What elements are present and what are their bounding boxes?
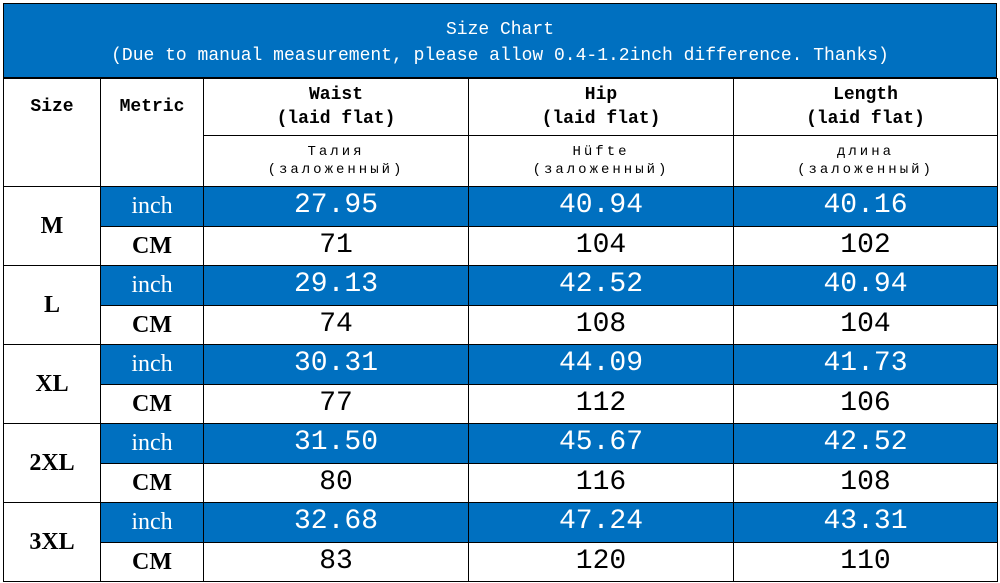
value-cell: 108 <box>733 462 998 503</box>
value-cell: 80 <box>203 462 469 503</box>
data-row: 2XL inch 31.50 45.67 42.52 <box>3 423 998 503</box>
data-row: CM 80 116 108 <box>4 462 998 503</box>
local-name: Hüfte <box>572 144 630 160</box>
value-cell: 102 <box>733 225 998 266</box>
size-header: Size <box>3 78 101 187</box>
value-cell: 74 <box>203 304 469 345</box>
metric-label: inch <box>100 265 204 306</box>
metric-label: inch <box>100 502 204 543</box>
value-cell: 42.52 <box>733 423 998 464</box>
measure-note: (laid flat) <box>276 109 396 129</box>
local-note: (заложенный) <box>797 162 934 178</box>
value-cell: 47.24 <box>468 502 734 543</box>
value-cell: 104 <box>468 225 734 266</box>
measure-name: Waist <box>308 85 363 105</box>
value-cell: 27.95 <box>203 186 469 227</box>
measure-header: Hip (laid flat) <box>468 78 734 136</box>
value-cell: 45.67 <box>468 423 734 464</box>
metric-label: CM <box>100 383 204 424</box>
value-cell: 42.52 <box>468 265 734 306</box>
value-cell: 108 <box>468 304 734 345</box>
size-label: L <box>3 265 101 345</box>
value-cell: 40.16 <box>733 186 998 227</box>
size-label: 3XL <box>3 502 101 582</box>
table-body: Size Metric Waist (laid flat) Hip (laid flat)… <box>3 78 998 582</box>
metric-label: inch <box>100 186 204 227</box>
value-cell: 31.50 <box>203 423 469 464</box>
local-name: Талия <box>307 144 365 160</box>
measure-header: Waist (laid flat) <box>203 78 469 136</box>
data-row: XL inch 30.31 44.09 41.73 <box>3 344 998 424</box>
data-row: CM 77 112 106 <box>4 383 998 424</box>
metric-label: CM <box>100 541 204 582</box>
value-cell: 40.94 <box>468 186 734 227</box>
metric-label: inch <box>100 344 204 385</box>
value-cell: 112 <box>468 383 734 424</box>
measure-name: Length <box>833 85 898 105</box>
title-bar: Size Chart (Due to manual measurement, p… <box>3 3 997 78</box>
local-note: (заложенный) <box>532 162 670 178</box>
data-row: 3XL inch 32.68 47.24 43.31 <box>3 502 998 582</box>
data-row: CM 83 120 110 <box>4 541 998 582</box>
value-cell: 71 <box>203 225 469 266</box>
local-header-row: Талия (заложенный) Hüfte (заложенный) длина (… <box>4 135 998 187</box>
metric-label: CM <box>100 225 204 266</box>
value-cell: 30.31 <box>203 344 469 385</box>
header-row: Size Metric Waist (laid flat) Hip (laid flat)… <box>3 78 998 187</box>
metric-label: CM <box>100 304 204 345</box>
value-cell: 41.73 <box>733 344 998 385</box>
value-cell: 110 <box>733 541 998 582</box>
data-row: CM 74 108 104 <box>4 304 998 345</box>
measure-note: (laid flat) <box>806 109 925 129</box>
value-cell: 120 <box>468 541 734 582</box>
size-label: M <box>3 186 101 266</box>
value-cell: 40.94 <box>733 265 998 306</box>
data-row: CM 71 104 102 <box>4 225 998 266</box>
value-cell: 77 <box>203 383 469 424</box>
title: Size Chart <box>445 20 555 40</box>
measure-header: Length (laid flat) <box>733 78 998 136</box>
note: (Due to manual measurement, please allow… <box>111 46 889 66</box>
value-cell: 104 <box>733 304 998 345</box>
value-cell: 106 <box>733 383 998 424</box>
value-cell: 32.68 <box>203 502 469 543</box>
value-cell: 44.09 <box>468 344 734 385</box>
value-cell: 83 <box>203 541 469 582</box>
table: Size Metric Waist (laid flat) Hip (laid flat)… <box>3 78 998 582</box>
value-cell: 116 <box>468 462 734 503</box>
size-label: XL <box>3 344 101 424</box>
measure-note: (laid flat) <box>541 109 661 129</box>
local-note: (заложенный) <box>267 162 405 178</box>
value-cell: 43.31 <box>733 502 998 543</box>
local-header: Талия (заложенный) <box>203 135 469 187</box>
measure-name: Hip <box>584 85 618 105</box>
metric-label: CM <box>100 462 204 503</box>
size-label: 2XL <box>3 423 101 503</box>
metric-label: inch <box>100 423 204 464</box>
local-header: длина (заложенный) <box>733 135 998 187</box>
value-cell: 29.13 <box>203 265 469 306</box>
local-header: Hüfte (заложенный) <box>468 135 734 187</box>
metric-header: Metric <box>100 78 204 187</box>
local-name: длина <box>836 144 894 160</box>
size-chart: Size Chart (Due to manual measurement, p… <box>3 3 998 582</box>
